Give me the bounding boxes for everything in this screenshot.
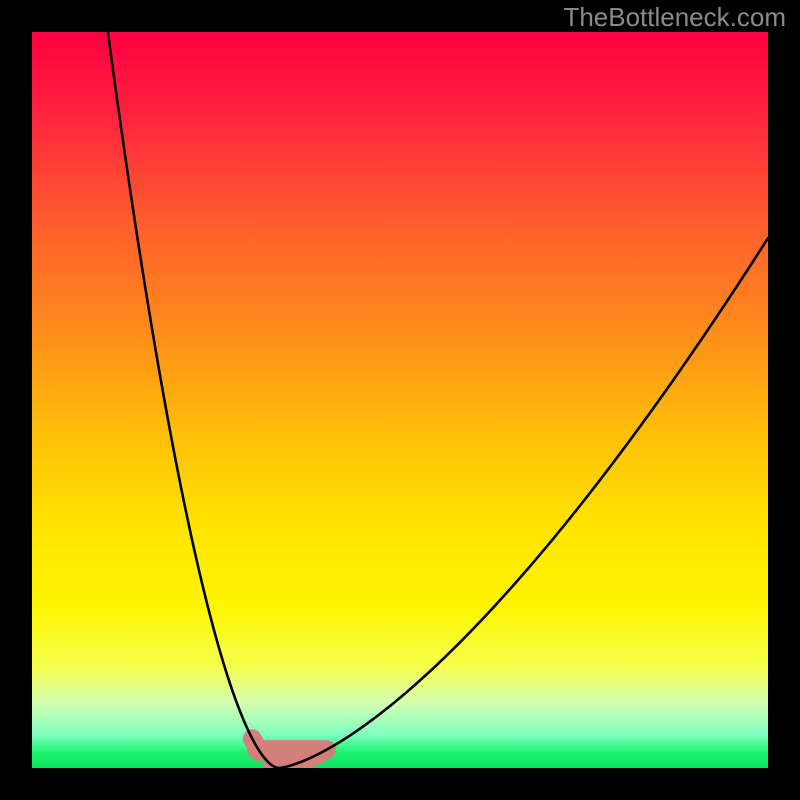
chart-svg [32,32,768,768]
highlight-group [252,739,326,768]
bottleneck-curve [108,32,768,768]
watermark-text: TheBottleneck.com [563,2,786,33]
outer-frame: TheBottleneck.com [0,0,800,800]
plot-area [32,32,768,768]
